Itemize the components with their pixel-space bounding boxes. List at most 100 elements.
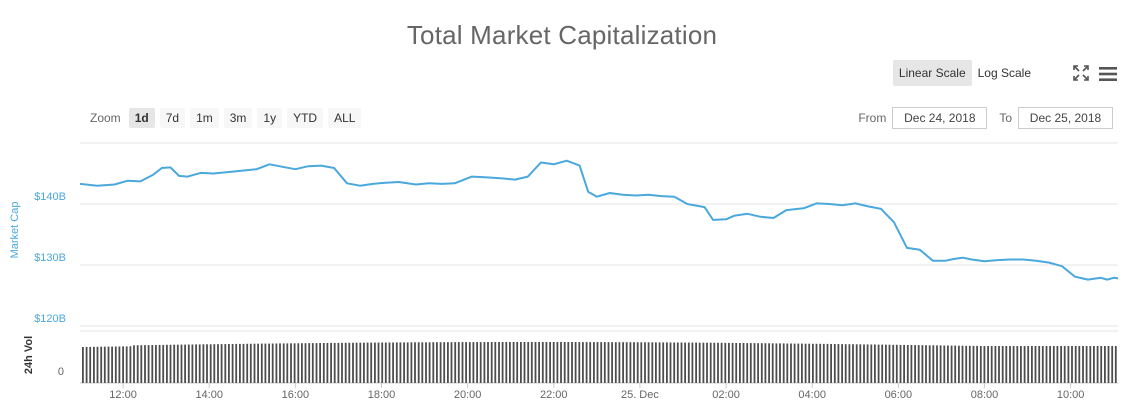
volume-bar [82,347,84,383]
volume-bar [89,346,92,383]
volume-bar [414,342,416,383]
fullscreen-icon[interactable] [1072,64,1090,82]
volume-bar [1093,346,1095,383]
y-axis-ticks: $140B $130B $120B [34,191,66,325]
volume-bar [607,342,610,383]
volume-bar [1041,346,1044,383]
y-tick-label: $130B [34,252,66,264]
volume-bar [158,344,161,383]
zoom-7d-button[interactable]: 7d [159,108,186,128]
log-scale-button[interactable]: Log Scale [977,66,1031,80]
x-tick-label: 20:00 [454,389,482,401]
volume-bar [611,342,613,383]
zoom-all-button[interactable]: ALL [328,108,362,128]
volume-bar [625,342,628,383]
volume-bar [928,345,931,383]
volume-bar [549,342,551,383]
volume-bar [877,344,880,383]
volume-bar [746,343,749,383]
volume-bar [600,342,603,383]
grid-lines [80,142,1118,384]
zoom-1d-button[interactable]: 1d [128,108,155,128]
scale-toggle: Linear Scale Log Scale [892,60,1037,86]
volume-bar [93,346,95,383]
volume-bar [366,342,369,383]
volume-bar [100,346,103,383]
volume-bar [1114,346,1117,383]
volume-bar [790,343,792,383]
volume-bar [187,344,190,383]
volume-bar [983,346,986,383]
x-tick-label: 06:00 [885,389,913,401]
volume-bar [231,344,234,383]
volume-bar [614,342,617,383]
volume-tick-0: 0 [58,366,64,378]
volume-bar [118,346,121,383]
volume-bar [947,345,949,383]
volume-bar [998,346,1000,383]
volume-bar [1012,346,1015,383]
menu-icon[interactable] [1098,66,1118,82]
volume-bar [286,343,289,383]
volume-bar [461,342,464,383]
volume-bar [1038,346,1041,383]
volume-bar [1005,346,1008,383]
volume-bar [498,342,500,383]
volume-bar [874,344,876,383]
volume-bar [775,343,778,383]
volume-bar [695,342,697,383]
volume-bar [1060,346,1062,383]
from-label: From [858,111,887,125]
volume-bar [410,342,413,383]
volume-bar [388,342,391,383]
volume-bar [235,343,238,383]
volume-bar [333,342,336,383]
volume-bar [563,342,566,383]
volume-bar [501,342,504,383]
zoom-1m-button[interactable]: 1m [190,108,219,128]
volume-bar [483,342,486,383]
volume-bar [111,346,113,383]
zoom-ytd-button[interactable]: YTD [287,108,324,128]
volume-bar [381,342,384,383]
volume-bar [271,343,274,383]
volume-bar [979,346,982,383]
volume-bar [760,343,763,383]
volume-bar [439,342,442,383]
volume-bar [114,346,117,383]
volume-bar [925,345,927,383]
volume-bar [191,344,194,383]
volume-bar [155,345,157,383]
volume-bar [198,344,201,383]
zoom-3m-button[interactable]: 3m [223,108,253,128]
volume-bar [512,342,515,383]
volume-bar [479,342,482,383]
volume-bar [220,344,223,383]
y-tick-label: $120B [34,313,66,325]
volume-bar [253,343,256,383]
volume-bar [972,345,975,383]
volume-bar [724,342,727,383]
volume-bar [808,343,811,383]
zoom-selector: Zoom 1d 7d 1m 3m 1y YTD ALL [90,108,366,128]
x-tick-label: 18:00 [368,389,396,401]
linear-scale-button[interactable]: Linear Scale [892,60,972,86]
to-date-input[interactable]: Dec 25, 2018 [1018,107,1113,129]
volume-bar [268,343,270,383]
volume-bar [1100,346,1103,383]
volume-bar [1049,346,1051,383]
zoom-1y-button[interactable]: 1y [257,108,283,128]
volume-bar [596,342,599,383]
volume-bar [457,342,460,383]
volume-bar [180,344,183,383]
x-tick-label: 14:00 [195,389,223,401]
volume-bar [812,343,814,383]
volume-bar [735,343,738,383]
volume-bar [618,342,621,383]
volume-bar [833,344,836,383]
from-date-input[interactable]: Dec 24, 2018 [892,107,988,129]
volume-bar [523,342,526,383]
volume-bar [490,342,493,383]
volume-bar [326,343,329,383]
volume-bar [436,342,438,383]
